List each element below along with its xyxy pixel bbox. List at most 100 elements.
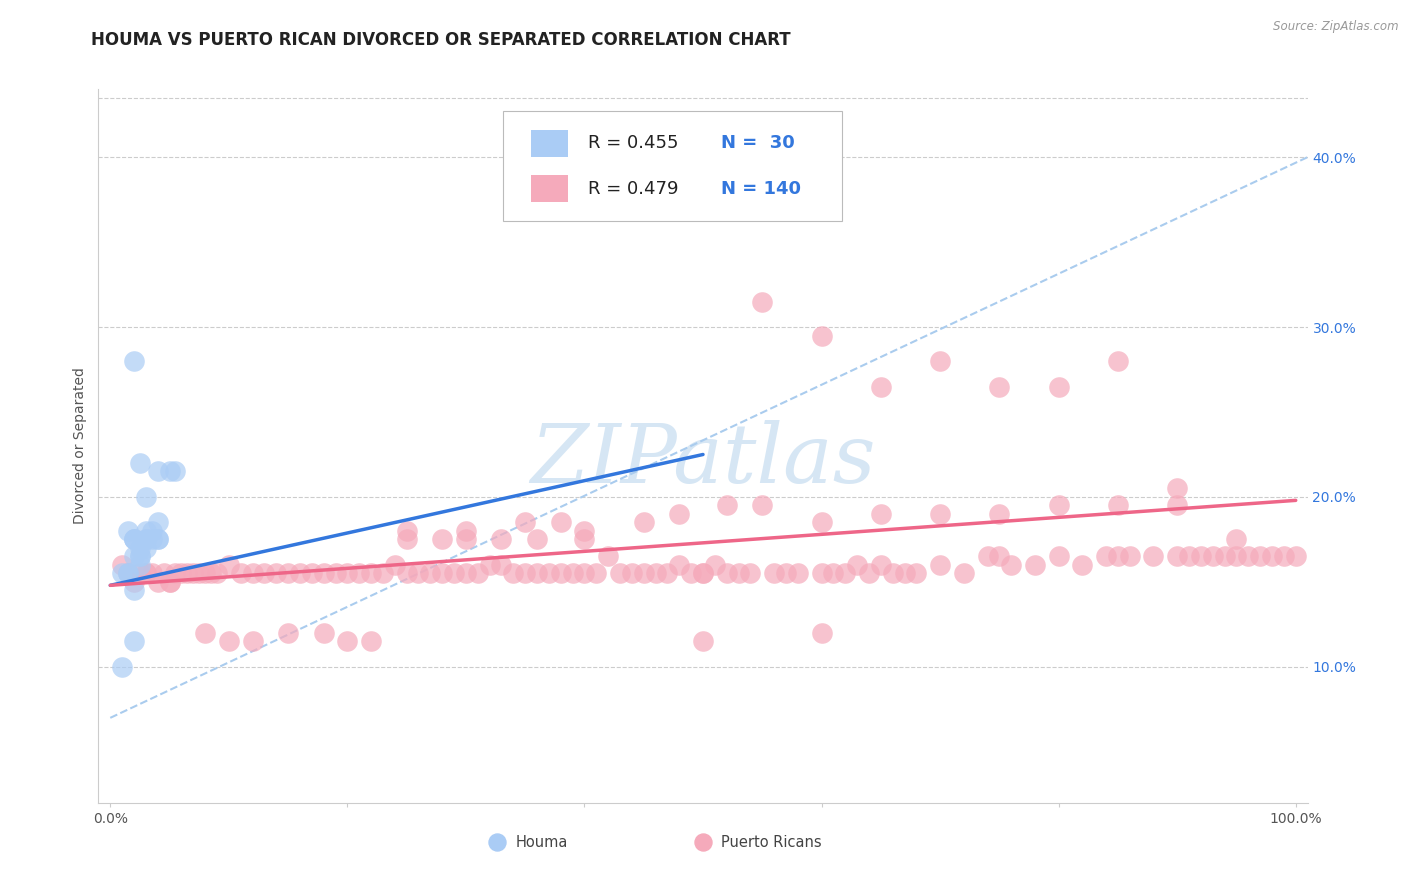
Point (129, 456, 152, 470)
Point (692, 566, 714, 581)
Point (242, 566, 264, 581)
Point (703, 558, 725, 572)
Point (786, 566, 808, 581)
Point (976, 549, 998, 564)
Point (869, 558, 891, 572)
Point (122, 533, 145, 547)
Point (200, 566, 222, 581)
Point (716, 566, 738, 581)
Point (141, 524, 163, 538)
Point (301, 566, 323, 581)
Point (135, 524, 157, 538)
Point (727, 566, 749, 581)
Point (681, 566, 703, 581)
Point (574, 533, 596, 547)
Point (371, 566, 394, 581)
Point (1142, 549, 1164, 564)
Text: ZIPatlas: ZIPatlas (530, 420, 876, 500)
Text: Puerto Ricans: Puerto Ricans (721, 835, 821, 849)
Point (360, 634, 382, 648)
Point (432, 566, 454, 581)
Point (432, 533, 454, 547)
Point (122, 574, 145, 589)
Point (443, 566, 465, 581)
Text: R = 0.479: R = 0.479 (588, 179, 679, 198)
Bar (531, 175, 568, 202)
Point (194, 626, 217, 640)
Point (218, 634, 240, 648)
Point (170, 566, 193, 581)
Point (1071, 558, 1094, 572)
Text: N = 140: N = 140 (721, 179, 801, 198)
Point (159, 465, 181, 479)
Point (135, 541, 157, 555)
Point (869, 379, 891, 393)
Point (1000, 558, 1022, 572)
Point (218, 558, 240, 572)
Point (360, 566, 382, 581)
Point (146, 465, 169, 479)
Point (1024, 558, 1046, 572)
Point (111, 566, 134, 581)
Point (869, 507, 891, 521)
Point (1047, 379, 1070, 393)
Point (129, 549, 152, 564)
Point (929, 354, 952, 368)
Point (1249, 549, 1271, 564)
Point (775, 566, 797, 581)
Point (205, 566, 228, 581)
Point (135, 566, 157, 581)
Point (129, 549, 152, 564)
Point (122, 549, 145, 564)
Point (122, 533, 145, 547)
Point (716, 499, 738, 513)
Point (988, 549, 1011, 564)
Point (122, 533, 145, 547)
Point (585, 566, 607, 581)
Point (633, 566, 655, 581)
Point (1095, 549, 1118, 564)
Point (657, 566, 679, 581)
Point (644, 566, 666, 581)
Point (395, 566, 418, 581)
Text: HOUMA VS PUERTO RICAN DIVORCED OR SEPARATED CORRELATION CHART: HOUMA VS PUERTO RICAN DIVORCED OR SEPARA… (91, 31, 792, 49)
Point (846, 558, 869, 572)
Point (1202, 549, 1225, 564)
Point (858, 566, 880, 581)
Point (810, 626, 832, 640)
Point (598, 549, 620, 564)
Point (668, 507, 690, 521)
Point (1107, 549, 1129, 564)
Point (129, 558, 152, 572)
Point (1237, 549, 1260, 564)
Point (312, 566, 335, 581)
Text: Source: ZipAtlas.com: Source: ZipAtlas.com (1274, 20, 1399, 33)
Point (952, 566, 974, 581)
Point (122, 583, 145, 598)
Point (620, 566, 643, 581)
Point (1225, 549, 1247, 564)
Point (574, 524, 596, 538)
Point (740, 566, 762, 581)
Point (117, 566, 139, 581)
Point (135, 566, 157, 581)
Point (135, 533, 157, 547)
Point (751, 294, 773, 309)
Point (229, 566, 252, 581)
Point (668, 558, 690, 572)
Point (550, 566, 572, 581)
Point (491, 558, 513, 572)
Point (1285, 549, 1308, 564)
Point (135, 490, 157, 504)
Point (526, 566, 548, 581)
Text: R = 0.455: R = 0.455 (588, 134, 679, 153)
Point (550, 516, 572, 530)
Point (988, 507, 1011, 521)
Point (146, 516, 169, 530)
Point (152, 566, 174, 581)
Point (288, 566, 311, 581)
Point (1119, 549, 1142, 564)
Point (159, 574, 181, 589)
Point (1166, 549, 1188, 564)
Point (810, 566, 832, 581)
